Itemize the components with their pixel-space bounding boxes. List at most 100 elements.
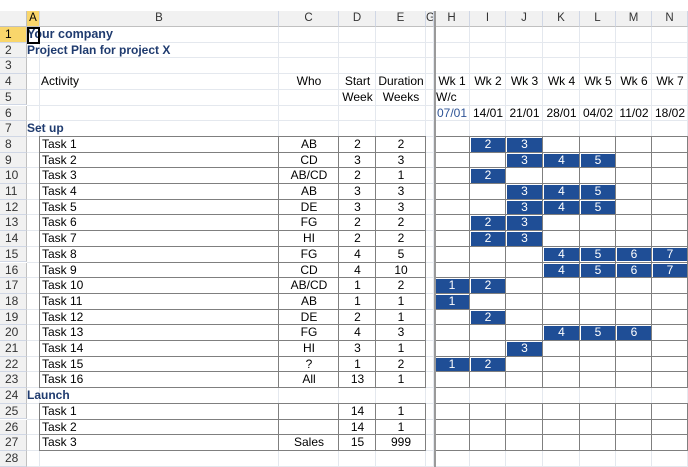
section-setup[interactable]: Set up [27,121,64,136]
column-header-C[interactable]: C [279,11,339,27]
header-duration-weeks[interactable]: Weeks [382,89,420,104]
task-start-week[interactable]: 2 [354,136,361,151]
row-header-14[interactable]: 14 [0,231,27,247]
task-owner[interactable]: AB [300,293,317,308]
week-header-4[interactable]: Wk 4 [547,74,576,89]
week-date-1[interactable]: 07/01 [436,105,468,120]
task-start-week[interactable]: 3 [354,341,361,355]
task-owner[interactable]: FG [300,246,318,261]
active-cell-A1[interactable] [27,27,40,44]
header-who[interactable]: Who [296,74,322,89]
column-header-H[interactable]: H [434,11,470,27]
task-owner[interactable]: ? [305,356,313,371]
task-start-week[interactable]: 3 [354,184,361,198]
task-name[interactable]: Task 4 [42,184,77,198]
column-header-E[interactable]: E [376,11,426,27]
task-duration[interactable]: 3 [397,152,405,167]
task-name[interactable]: Task 2 [42,152,77,167]
header-start[interactable]: Start [344,74,371,89]
task-duration[interactable]: 1 [397,341,405,355]
column-header-D[interactable]: D [339,11,376,27]
header-activity[interactable]: Activity [41,74,80,89]
row-header-15[interactable]: 15 [0,246,27,263]
task-owner[interactable]: DE [300,309,318,324]
task-start-week[interactable]: 4 [354,262,361,277]
task-duration[interactable]: 2 [397,215,405,230]
task-duration[interactable]: 5 [397,246,405,261]
task-name[interactable]: Task 11 [42,293,83,308]
week-header-7[interactable]: Wk 7 [656,74,684,89]
task-start-week[interactable]: 2 [354,215,361,230]
header-duration[interactable]: Duration [378,74,424,89]
row-header-23[interactable]: 23 [0,372,27,389]
task-start-week[interactable]: 4 [354,325,361,340]
task-start-week[interactable]: 2 [354,168,361,183]
task-start-week[interactable]: 2 [354,309,361,324]
task-start-week[interactable]: 1 [354,278,361,293]
week-header-1[interactable]: Wk 1 [438,74,466,89]
task-name[interactable]: Task 15 [42,356,84,371]
task-owner[interactable]: AB/CD [290,168,328,183]
week-date-2[interactable]: 14/01 [472,105,504,120]
row-header-11[interactable]: 11 [0,184,27,200]
row-header-2[interactable]: 2 [0,42,27,59]
row-header-10[interactable]: 10 [0,168,27,184]
column-header-G[interactable]: G [426,11,434,27]
row-header-9[interactable]: 9 [0,152,27,169]
week-date-6[interactable]: 11/02 [619,105,649,120]
task-owner[interactable]: Sales [293,435,325,450]
task-name[interactable]: Task 6 [42,215,77,230]
week-header-2[interactable]: Wk 2 [474,74,502,89]
task-duration[interactable]: 1 [397,403,405,418]
task-owner[interactable]: CD [300,262,318,277]
task-duration[interactable]: 2 [397,278,405,293]
row-header-16[interactable]: 16 [0,262,27,279]
task-name[interactable]: Task 1 [42,403,77,418]
row-header-8[interactable]: 8 [0,136,27,153]
header-start-week[interactable]: Week [342,89,373,104]
task-start-week[interactable]: 3 [354,199,361,214]
task-name[interactable]: Task 2 [42,419,77,434]
task-owner[interactable] [279,404,339,420]
task-owner[interactable]: AB [300,136,317,151]
column-header-M[interactable]: M [616,11,652,27]
week-date-5[interactable]: 04/02 [582,105,614,120]
task-owner[interactable]: AB/CD [290,278,328,293]
column-header-N[interactable]: N [652,11,688,27]
column-header-I[interactable]: I [470,11,506,27]
row-header-7[interactable]: 7 [0,121,27,137]
task-name[interactable]: Task 12 [42,309,84,324]
week-header-6[interactable]: Wk 6 [620,74,648,89]
week-header-5[interactable]: Wk 5 [584,74,612,89]
column-header-B[interactable]: B [40,11,279,27]
task-start-week[interactable]: 15 [350,435,365,450]
task-duration[interactable]: 1 [397,168,405,183]
task-start-week[interactable]: 4 [354,246,361,261]
task-duration[interactable]: 3 [397,199,405,214]
row-header-20[interactable]: 20 [0,325,27,341]
task-name[interactable]: Task 14 [42,341,84,355]
task-name[interactable]: Task 3 [42,168,77,183]
row-header-21[interactable]: 21 [0,341,27,357]
row-header-25[interactable]: 25 [0,403,27,420]
task-owner[interactable]: CD [300,152,318,167]
task-duration[interactable]: 10 [394,262,408,277]
task-duration[interactable]: 1 [397,293,405,308]
select-all-corner[interactable] [0,11,27,27]
task-start-week[interactable]: 14 [350,403,365,418]
task-name[interactable]: Task 13 [42,325,84,340]
task-duration[interactable]: 3 [397,325,405,340]
header-wc[interactable]: W/c [436,89,457,104]
task-name[interactable]: Task 8 [42,246,77,261]
week-date-4[interactable]: 28/01 [546,105,577,120]
row-header-27[interactable]: 27 [0,435,27,451]
week-date-3[interactable]: 21/01 [509,105,540,120]
row-header-22[interactable]: 22 [0,356,27,373]
task-duration[interactable]: 2 [397,356,405,371]
task-name[interactable]: Task 3 [42,435,77,450]
row-header-4[interactable]: 4 [0,74,27,90]
row-header-17[interactable]: 17 [0,278,27,294]
row-header-5[interactable]: 5 [0,89,27,106]
task-start-week[interactable]: 13 [350,372,365,387]
task-start-week[interactable]: 2 [354,231,361,246]
